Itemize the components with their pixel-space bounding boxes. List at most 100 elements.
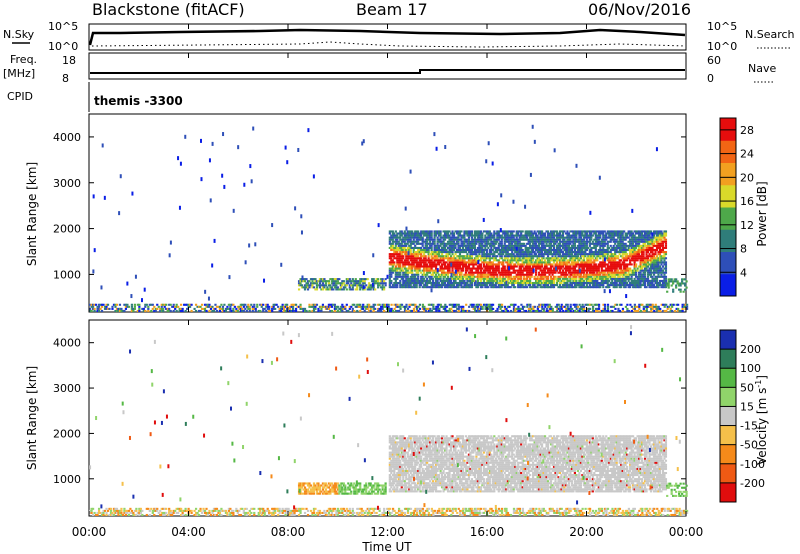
echo-cell bbox=[629, 238, 632, 241]
echo-cell bbox=[396, 257, 399, 260]
echo-cell bbox=[600, 277, 603, 280]
echo-cell bbox=[618, 263, 621, 266]
echo-cell bbox=[573, 275, 577, 278]
echo-cell bbox=[414, 284, 417, 287]
echo-cell bbox=[569, 242, 572, 245]
echo-cell bbox=[455, 277, 459, 280]
echo-cell bbox=[291, 309, 295, 312]
echo-cell bbox=[657, 281, 660, 285]
echo-cell bbox=[655, 257, 659, 260]
echo-cell bbox=[487, 261, 490, 264]
echo-cell bbox=[636, 286, 639, 289]
echo-cell bbox=[372, 288, 375, 291]
echo-cell bbox=[159, 307, 162, 310]
echo-cell bbox=[657, 236, 660, 239]
echo-cell bbox=[658, 244, 662, 247]
echo-cell bbox=[439, 265, 442, 268]
echo-cell bbox=[493, 236, 496, 239]
echo-cell bbox=[449, 242, 453, 245]
echo-cell bbox=[432, 242, 435, 245]
echo-cell bbox=[643, 234, 647, 237]
echo-cell bbox=[503, 284, 506, 287]
echo-cell bbox=[490, 275, 493, 278]
echo-cell bbox=[482, 265, 485, 268]
echo-cell bbox=[454, 273, 457, 276]
echo-cell bbox=[452, 240, 456, 243]
echo-cell bbox=[599, 275, 602, 278]
echo-cell bbox=[405, 251, 408, 254]
echo-cell bbox=[643, 273, 647, 276]
echo-cell bbox=[581, 281, 584, 285]
echo-cell bbox=[642, 257, 645, 260]
echo-cell bbox=[503, 240, 506, 243]
echo-cell bbox=[651, 244, 654, 247]
echo-cell bbox=[535, 240, 538, 243]
echo-cell bbox=[523, 255, 526, 258]
echo-cell bbox=[478, 259, 481, 262]
echo-cell bbox=[606, 259, 609, 262]
echo-cell bbox=[405, 263, 408, 266]
echo-cell bbox=[600, 244, 603, 247]
echo-cell bbox=[488, 238, 491, 241]
echo-cell bbox=[443, 261, 447, 264]
echo-cell bbox=[555, 230, 559, 233]
echo-cell bbox=[449, 271, 453, 274]
echo-cell bbox=[546, 281, 550, 285]
echo-cell bbox=[596, 284, 599, 287]
echo-cell bbox=[561, 251, 565, 254]
echo-cell bbox=[606, 279, 609, 282]
echo-cell bbox=[593, 244, 596, 247]
echo-cell bbox=[603, 273, 606, 276]
echo-cell bbox=[408, 261, 411, 264]
echo-cell bbox=[600, 251, 603, 254]
echo-cell bbox=[575, 230, 578, 233]
echo-cell bbox=[660, 284, 663, 287]
echo-cell bbox=[664, 284, 668, 287]
echo-cell bbox=[429, 286, 432, 289]
echo-cell bbox=[561, 259, 565, 262]
echo-cell bbox=[418, 263, 421, 266]
echo-cell bbox=[490, 265, 493, 268]
echo-cell bbox=[440, 248, 444, 252]
echo-cell bbox=[530, 275, 533, 278]
echo-cell bbox=[467, 273, 471, 276]
echo-cell bbox=[587, 267, 590, 270]
echo-cell bbox=[473, 253, 477, 256]
echo-cell bbox=[573, 230, 577, 233]
echo-cell bbox=[470, 286, 474, 289]
echo-cell bbox=[409, 286, 412, 289]
echo-cell bbox=[620, 246, 623, 249]
echo-cell bbox=[546, 232, 550, 235]
echo-cell bbox=[615, 273, 618, 276]
echo-cell bbox=[645, 244, 648, 247]
echo-cell bbox=[451, 271, 454, 274]
echo-cell bbox=[479, 236, 482, 239]
echo-cell bbox=[555, 248, 559, 252]
echo-cell bbox=[611, 281, 614, 285]
echo-cell bbox=[457, 284, 460, 287]
echo-cell bbox=[620, 284, 623, 287]
echo-cell bbox=[454, 259, 457, 262]
echo-cell bbox=[608, 259, 611, 262]
echo-cell bbox=[623, 284, 626, 287]
echo-cell bbox=[484, 259, 487, 262]
echo-cell bbox=[411, 242, 414, 245]
echo-cell bbox=[484, 286, 487, 289]
echo-cell bbox=[421, 244, 424, 247]
echo-cell bbox=[415, 234, 418, 237]
echo-cell bbox=[417, 255, 420, 258]
echo-cell bbox=[463, 284, 466, 287]
echo-cell bbox=[578, 236, 581, 239]
echo-cell bbox=[635, 286, 638, 289]
echo-cell bbox=[545, 236, 548, 239]
echo-cell bbox=[618, 248, 621, 252]
echo-cell bbox=[123, 309, 126, 312]
echo-cell bbox=[235, 309, 238, 312]
echo-cell bbox=[437, 275, 441, 278]
echo-cell bbox=[430, 286, 433, 289]
echo-cell bbox=[469, 271, 472, 274]
echo-cell bbox=[464, 248, 468, 252]
echo-cell bbox=[590, 263, 593, 266]
echo-cell bbox=[439, 275, 442, 278]
echo-cell bbox=[526, 263, 529, 266]
